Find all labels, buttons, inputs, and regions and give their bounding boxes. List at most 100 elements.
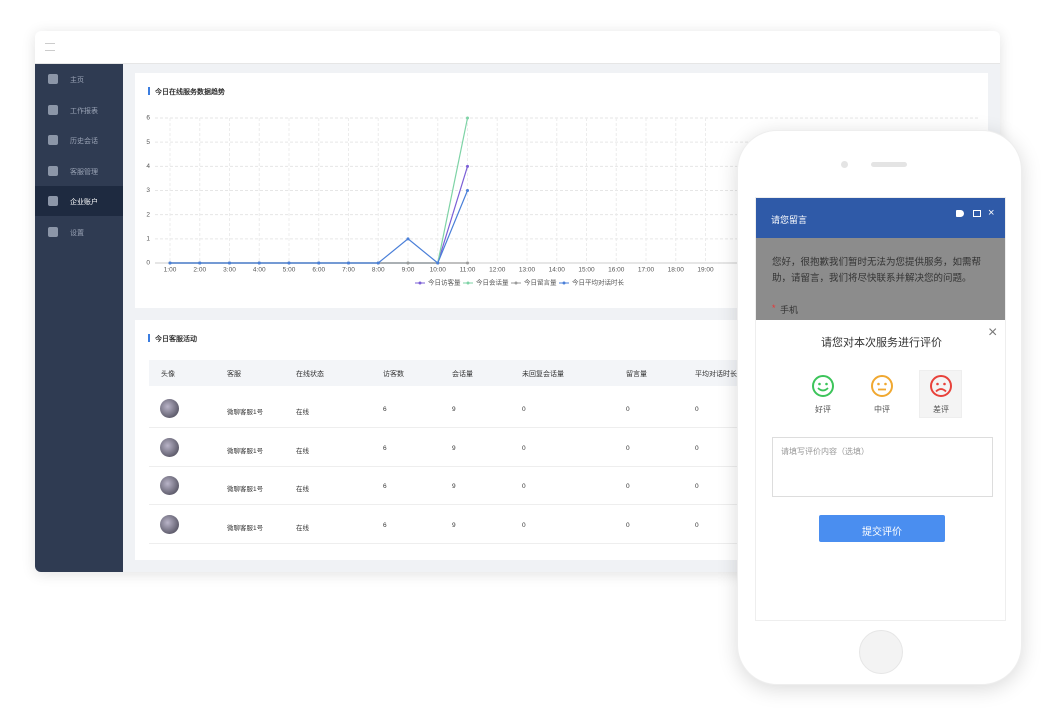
card-title: 今日客服活动 — [155, 336, 197, 343]
point — [466, 116, 469, 120]
eye — [936, 382, 939, 386]
menu-label: 历史会话 — [70, 138, 98, 145]
eye — [818, 382, 821, 386]
point — [376, 261, 380, 265]
menu-icon[interactable] — [45, 43, 55, 51]
avatar — [160, 514, 179, 534]
menu-icon — [48, 74, 58, 84]
cell: 6 — [383, 406, 387, 413]
x-tick-label: 14:00 — [549, 267, 566, 274]
point — [406, 261, 410, 265]
eye — [884, 382, 887, 386]
legend-dot — [514, 281, 518, 285]
column-header: 在线状态 — [296, 371, 324, 378]
point — [198, 261, 202, 265]
close-icon[interactable]: × — [988, 207, 995, 219]
sound-icon[interactable] — [956, 210, 964, 217]
header-title: 请您留言 — [771, 215, 808, 225]
cell: 9 — [452, 444, 456, 452]
submit-button[interactable]: 提交评价 — [819, 515, 945, 542]
legend-dot — [418, 281, 422, 285]
card-accent — [148, 87, 150, 95]
legend-label: 今日访客量 — [428, 278, 461, 287]
menu-item[interactable]: 设置 — [35, 217, 123, 247]
y-tick-label: 1 — [146, 236, 150, 243]
y-tick-label: 5 — [146, 139, 150, 146]
textarea[interactable]: 请填写评价内容（选填） — [772, 437, 993, 497]
menu-item[interactable]: 主页 — [35, 64, 123, 94]
point — [257, 261, 261, 265]
column-header: 头像 — [161, 371, 175, 378]
x-tick-label: 2:00 — [193, 267, 206, 274]
point — [168, 261, 172, 265]
menu-item[interactable]: 历史会话 — [35, 125, 123, 155]
face-icon[interactable] — [929, 374, 953, 398]
row-divider — [149, 465, 981, 467]
x-tick-label: 4:00 — [253, 267, 266, 274]
legend-dot — [562, 281, 566, 285]
legend-label: 今日留言量 — [524, 278, 557, 287]
column-header: 会话量 — [452, 371, 473, 378]
mouth — [935, 388, 947, 393]
row-divider — [149, 504, 981, 505]
cell: 0 — [695, 483, 699, 490]
face — [871, 375, 893, 397]
column-header: 留言量 — [626, 371, 647, 378]
submit-label: 提交评价 — [862, 527, 902, 538]
face-icon[interactable] — [870, 374, 894, 398]
modal-title: 请您对本次服务进行评价 — [821, 337, 942, 349]
field-label: 手机 — [780, 305, 799, 315]
x-tick-label: 15:00 — [578, 267, 595, 274]
cell: 微聊客服1号 — [227, 524, 264, 532]
x-tick-label: 13:00 — [519, 267, 536, 274]
card-accent — [148, 334, 150, 342]
point — [287, 261, 291, 265]
chat-header: 请您留言 × — [756, 198, 1005, 238]
avatar — [160, 437, 179, 457]
column-header: 访客数 — [383, 371, 404, 378]
x-tick-label: 19:00 — [697, 267, 714, 274]
cell: 微聊客服1号 — [227, 486, 264, 493]
menu-item[interactable]: 企业账户 — [35, 186, 123, 216]
point — [317, 261, 321, 265]
avatar — [160, 476, 179, 495]
cell: 0 — [522, 444, 526, 452]
y-tick-label: 2 — [146, 211, 150, 218]
eye — [943, 382, 946, 386]
home-button[interactable] — [859, 630, 903, 674]
point — [228, 261, 231, 265]
menu-item[interactable]: 工作报表 — [35, 95, 123, 125]
menu-icon — [48, 135, 58, 145]
screen: 请您留言 × 您好，很抱歉我们暂时无法为您提供服务，如需帮助，请留言，我们将尽快… — [755, 197, 1006, 621]
x-tick-label: 9:00 — [402, 267, 415, 274]
cell: 0 — [522, 406, 526, 413]
point — [466, 261, 469, 265]
menu-item[interactable]: 客服管理 — [35, 156, 123, 186]
menu-icon — [48, 226, 58, 237]
window-icon[interactable] — [973, 210, 981, 217]
x-tick-label: 6:00 — [312, 267, 325, 274]
modal-close[interactable]: × — [988, 324, 998, 341]
option-label: 差评 — [933, 405, 949, 414]
y-tick-label: 4 — [146, 163, 150, 170]
point — [406, 237, 410, 241]
face-icon[interactable] — [811, 374, 835, 398]
cell: 在线 — [296, 409, 309, 416]
menu-label: 主页 — [70, 77, 84, 84]
point — [436, 261, 440, 265]
cell: 0 — [626, 406, 630, 413]
x-tick-label: 18:00 — [668, 267, 685, 274]
y-tick-label: 0 — [146, 260, 150, 267]
cell: 在线 — [296, 524, 309, 532]
x-tick-label: 7:00 — [342, 267, 355, 274]
option-label: 好评 — [815, 405, 831, 414]
placeholder: 请填写评价内容（选填） — [781, 447, 869, 456]
cell: 0 — [626, 483, 630, 490]
cell: 6 — [383, 521, 387, 529]
legend-dot — [466, 281, 470, 285]
cell: 6 — [383, 444, 387, 452]
x-tick-label: 11:00 — [460, 267, 476, 274]
column-header: 未回复会话量 — [522, 371, 564, 378]
x-tick-label: 10:00 — [430, 267, 447, 274]
